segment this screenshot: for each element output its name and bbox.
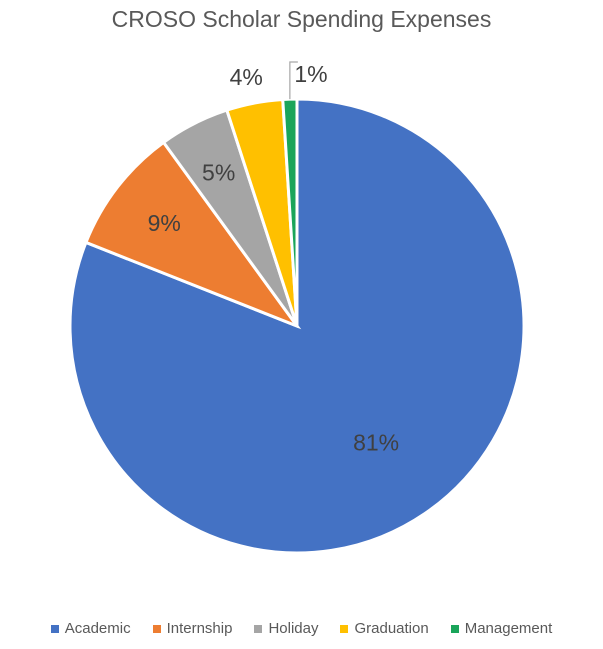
legend-item-internship: Internship bbox=[152, 620, 233, 637]
leader-line-management bbox=[289, 61, 298, 100]
legend-item-management: Management bbox=[450, 620, 553, 637]
legend-label-academic: Academic bbox=[64, 620, 131, 637]
legend-swatch-management bbox=[450, 624, 459, 633]
pie-slices bbox=[68, 97, 526, 555]
legend-item-academic: Academic bbox=[50, 620, 131, 637]
legend-swatch-graduation bbox=[340, 624, 349, 633]
legend-item-holiday: Holiday bbox=[254, 620, 318, 637]
legend: Academic Internship Holiday Graduation M… bbox=[0, 620, 603, 637]
data-label-graduation: 4% bbox=[230, 64, 263, 90]
data-label-internship: 9% bbox=[148, 210, 181, 236]
data-label-management: 1% bbox=[294, 61, 327, 87]
legend-label-graduation: Graduation bbox=[354, 620, 429, 637]
pie-slice-internship bbox=[83, 140, 302, 330]
legend-swatch-holiday bbox=[254, 624, 263, 633]
legend-label-internship: Internship bbox=[166, 620, 233, 637]
pie-slice-academic bbox=[68, 97, 526, 555]
data-label-holiday: 5% bbox=[202, 159, 235, 185]
chart-title: CROSO Scholar Spending Expenses bbox=[111, 6, 492, 32]
legend-label-holiday: Holiday bbox=[268, 620, 319, 637]
data-label-academic: 81% bbox=[353, 429, 399, 455]
legend-swatch-academic bbox=[50, 624, 59, 633]
legend-item-graduation: Graduation bbox=[340, 620, 429, 637]
legend-swatch-internship bbox=[152, 624, 161, 633]
leader-lines bbox=[289, 61, 298, 100]
legend-label-management: Management bbox=[464, 620, 553, 637]
pie-data-labels: 81% 9% 5% 4% 1% bbox=[148, 61, 399, 455]
